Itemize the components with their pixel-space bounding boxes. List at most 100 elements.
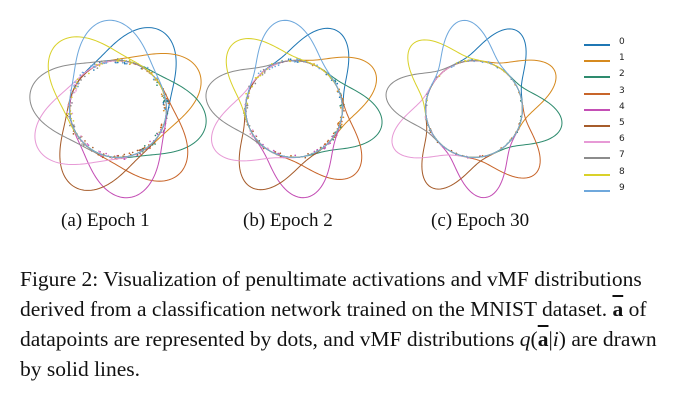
activation-dot (288, 60, 291, 62)
subcaption-epoch-2: (b) Epoch 2 (243, 210, 333, 231)
activation-dot (160, 93, 163, 96)
activation-dot (251, 135, 254, 138)
activation-dot (80, 79, 82, 81)
activation-dot (491, 63, 493, 65)
legend-label: 8 (619, 166, 625, 177)
activation-dot (162, 109, 165, 112)
activation-dot (123, 153, 126, 156)
activation-dot (129, 62, 132, 65)
activation-dot (342, 116, 345, 119)
caption-bar: | (548, 327, 553, 351)
vmf-curve-class-3 (245, 60, 363, 180)
activation-dot (251, 129, 254, 131)
activation-dot (100, 155, 102, 158)
activation-dot (338, 96, 341, 99)
activation-dot (332, 132, 335, 135)
activation-dot (83, 144, 85, 147)
activation-dot (336, 82, 339, 85)
vmf-curve-class-8 (407, 39, 523, 158)
vmf-curve-class-7 (385, 60, 523, 158)
activation-dot (326, 140, 329, 143)
activation-dot (129, 153, 132, 156)
activation-dot (136, 149, 139, 152)
vmf-panel-epoch-1 (29, 19, 207, 199)
activation-dot (87, 144, 90, 147)
caption-abar-2: a (537, 327, 549, 351)
activation-dot (266, 68, 269, 70)
activation-dot (149, 140, 151, 143)
activation-dot (67, 104, 69, 106)
activation-dot (270, 64, 272, 67)
vmf-curve-class-8 (225, 38, 343, 158)
activation-dot (73, 91, 76, 94)
legend-label: 9 (619, 182, 625, 193)
activation-dot (161, 95, 164, 98)
activation-dot (117, 154, 120, 157)
activation-dot (304, 156, 307, 159)
vmf-curve-class-4 (425, 60, 523, 199)
activation-dot (79, 74, 82, 76)
activation-dot (339, 106, 342, 109)
legend-label: 3 (619, 85, 625, 96)
activation-dot (336, 90, 339, 93)
activation-dot (319, 147, 322, 149)
activation-dot (99, 151, 101, 153)
activation-dot (272, 149, 275, 152)
activation-dot (117, 60, 120, 62)
activation-dot (281, 60, 284, 62)
activation-dot (450, 66, 453, 68)
legend-swatch (584, 108, 610, 111)
activation-dot (247, 97, 249, 100)
activation-dot (124, 62, 126, 65)
vmf-panel-epoch-30 (385, 19, 563, 199)
activation-dot (487, 61, 490, 63)
legend-swatch (584, 141, 610, 144)
activation-dot (278, 62, 280, 65)
activation-dot (105, 152, 107, 155)
activation-dot (343, 109, 345, 112)
activation-dot (71, 96, 73, 99)
activation-dot (77, 85, 79, 88)
activation-dot (243, 112, 246, 114)
activation-dot (458, 61, 461, 63)
activation-dot (75, 83, 77, 86)
activation-dot (298, 58, 301, 61)
activation-dot (70, 112, 73, 115)
activation-dot (164, 106, 166, 109)
activation-dot (71, 102, 73, 104)
caption-paren-open: ( (530, 327, 538, 351)
caption-text-2: of datapoints are represented by dots, a… (20, 297, 652, 351)
activation-dot (90, 65, 93, 67)
activation-dot (339, 105, 342, 107)
activation-dot (74, 81, 76, 84)
figure: (a) Epoch 1 (b) Epoch 2 (c) Epoch 30 0 1 2… (29, 19, 625, 231)
activation-dot (98, 64, 101, 67)
activation-dot (129, 60, 131, 63)
vmf-curve-class-1 (245, 56, 377, 158)
activation-dot (102, 156, 104, 158)
activation-dot (293, 60, 296, 63)
activation-dot (257, 72, 260, 75)
activation-dot (92, 146, 94, 149)
activation-dot (262, 143, 264, 146)
activation-dot (146, 66, 149, 69)
activation-dot (438, 75, 441, 77)
activation-dot (143, 146, 146, 149)
activation-dot (469, 59, 471, 61)
caption-text-1: Figure 2: Visualization of penultimate a… (20, 267, 648, 321)
legend-swatch (584, 189, 610, 192)
activation-dot (304, 60, 307, 63)
activation-dot (163, 104, 165, 106)
activation-dot (160, 124, 163, 127)
activation-dot (153, 78, 155, 81)
activation-dot (481, 61, 484, 64)
activation-dot (131, 61, 134, 64)
activation-dot (337, 121, 340, 124)
activation-dot (295, 60, 298, 63)
legend-swatch (584, 44, 610, 46)
legend-label: 5 (619, 118, 625, 128)
vmf-curve-class-6 (211, 60, 343, 162)
activation-dot (163, 129, 166, 131)
activation-dot (258, 140, 261, 142)
activation-dot (489, 62, 492, 65)
